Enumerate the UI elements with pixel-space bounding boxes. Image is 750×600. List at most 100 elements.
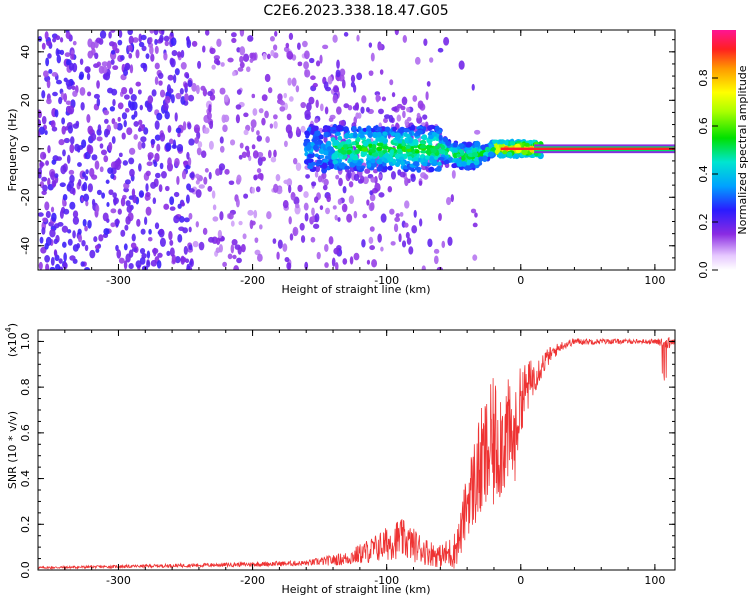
spectrogram-cell: [150, 259, 157, 267]
spectrogram-cell: [265, 136, 270, 144]
spectrogram-cell: [163, 35, 170, 42]
spectrogram-cell: [179, 88, 184, 95]
spectrogram-cell: [405, 144, 411, 149]
spectrogram-cell: [343, 132, 350, 139]
spectrogram-cell: [236, 257, 242, 264]
spectrogram-cell: [50, 171, 56, 181]
spectrogram-cell: [72, 90, 78, 97]
spectrogram-cell: [231, 239, 238, 246]
spectrogram-cell: [380, 213, 387, 223]
spectrogram-cell: [244, 145, 250, 151]
y-tick-label: -20: [19, 188, 32, 206]
spectrogram-cell: [458, 149, 464, 154]
spectrogram-cell: [212, 204, 217, 211]
spectrogram-cell: [154, 38, 158, 46]
y-tick-label: 20: [19, 93, 32, 107]
spectrogram-cell: [81, 139, 87, 148]
spectrogram-cell: [266, 53, 271, 60]
spectrogram-cell: [66, 229, 72, 234]
spectrogram-cell: [235, 198, 240, 208]
spectrogram-cell: [189, 260, 193, 266]
spectrogram-cell: [72, 216, 80, 225]
spectrogram-cell: [72, 230, 76, 239]
spectrogram-cell: [227, 253, 233, 260]
spectrogram-cell: [368, 70, 374, 76]
spectrogram-cell: [85, 200, 89, 207]
spectrogram-cell: [203, 176, 208, 185]
spectrogram-cell: [128, 249, 134, 258]
spectrogram-cell: [331, 257, 336, 267]
spectrogram-cell: [169, 239, 174, 246]
spectrogram-cell: [450, 194, 454, 203]
spectrogram-cell: [45, 263, 50, 270]
spectrogram-cell: [311, 137, 318, 143]
spectrogram-cell: [187, 94, 195, 102]
spectrogram-cell: [185, 194, 190, 204]
spectrogram-cell: [325, 207, 331, 215]
spectrogram-cell: [441, 240, 446, 249]
spectrogram-cell: [488, 143, 493, 148]
spectrogram-cell: [361, 239, 366, 248]
spectrogram-cell: [335, 69, 341, 78]
spectrogram-cell: [112, 192, 117, 199]
spectrogram-cell: [406, 106, 411, 113]
x-tick-label: -300: [106, 274, 131, 287]
spectrogram-cell: [167, 74, 174, 81]
spectrogram-cell: [167, 125, 172, 133]
spectrogram-cell: [356, 137, 361, 143]
spectrogram-cell: [484, 146, 490, 153]
spectrogram-cell: [195, 189, 202, 198]
spectrogram-cell: [106, 201, 110, 208]
spectrogram-cell: [324, 106, 329, 115]
spectrogram-cell: [322, 184, 328, 191]
spectrogram-cell: [343, 31, 349, 37]
y-tick-label: 0.4: [19, 470, 32, 488]
spectrogram-cell: [55, 35, 61, 41]
spectrogram-cell: [124, 179, 131, 185]
spectrogram-cell: [368, 42, 373, 48]
spectrogram-cell: [335, 262, 339, 270]
spectrogram-cell: [135, 49, 140, 59]
spectrogram-cell: [87, 125, 94, 135]
spectrogram-cell: [472, 222, 478, 228]
colorbar-ticks: 0.0 0.2 0.4 0.6 0.8: [697, 69, 718, 279]
spectrogram-cell: [123, 94, 130, 100]
spectrogram-cell: [72, 123, 79, 129]
spectrogram-cell: [44, 201, 50, 211]
spectrogram-cell: [45, 160, 49, 166]
spectrogram-cell: [49, 266, 56, 270]
spectrogram-cell: [188, 212, 193, 220]
spectrogram-cell: [352, 131, 358, 138]
spectrogram-cell: [367, 131, 373, 139]
spectrogram-cell: [158, 37, 164, 43]
spectrogram-cell: [105, 179, 110, 184]
spectrogram-cell: [50, 256, 55, 266]
spectrogram-cell: [59, 182, 66, 188]
spectrogram-cell: [362, 140, 369, 147]
spectrogram-cell: [419, 144, 426, 149]
spectrogram-cell: [285, 42, 290, 49]
spectrogram-cell: [332, 94, 338, 104]
spectrogram-cell: [398, 156, 405, 161]
spectrogram-cell: [44, 242, 49, 250]
spectrogram-cell: [84, 175, 89, 181]
spectrogram-cell: [359, 175, 365, 184]
spectrogram-cell: [343, 165, 351, 170]
spectrogram-cell: [332, 159, 339, 165]
spectrogram-cell: [86, 114, 91, 123]
spectrogram-cell: [251, 144, 256, 150]
spectrogram-cell: [67, 238, 73, 246]
spectrogram-cell: [393, 223, 399, 233]
spectrogram-cell: [338, 120, 345, 126]
spectrogram-cell: [200, 85, 206, 91]
spectrogram-cell: [104, 118, 109, 124]
spectrogram-cell: [374, 91, 381, 96]
spectrogram-cell: [297, 184, 303, 193]
y-tick-label: 0: [19, 145, 32, 152]
spectrogram-cell: [332, 205, 337, 210]
spectrogram-cell: [239, 55, 244, 64]
spectrogram-cell: [170, 37, 177, 47]
spectrogram-cell: [138, 119, 143, 126]
spectrogram-cell: [83, 193, 90, 202]
spectrogram-cell: [433, 145, 440, 150]
